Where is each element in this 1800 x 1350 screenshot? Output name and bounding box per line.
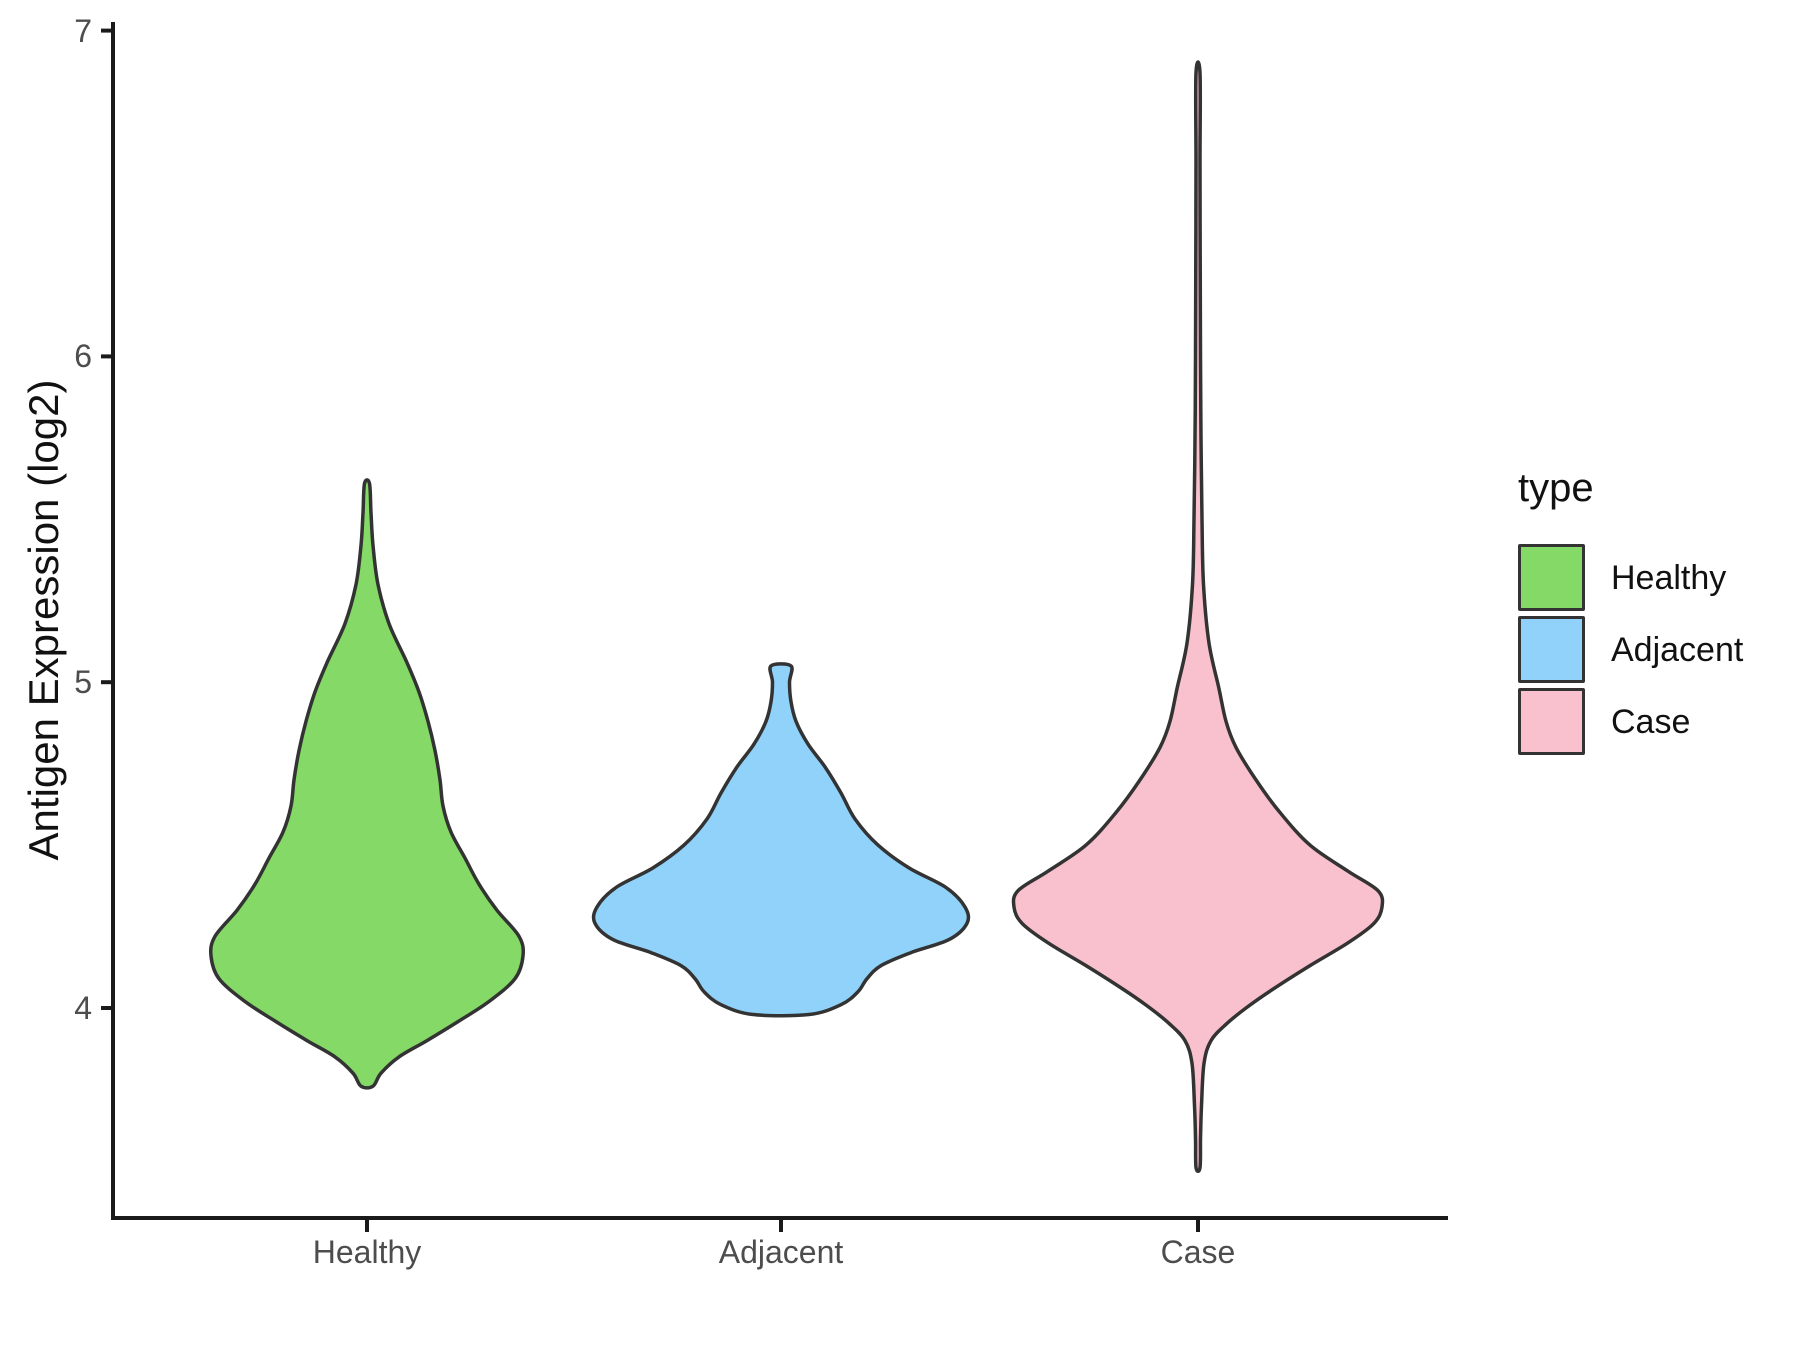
y-axis-title: Antigen Expression (log2) [20,379,67,861]
x-category-label-healthy: Healthy [312,1234,422,1270]
y-tick-label-6: 6 [74,338,92,375]
legend-item-case: Case [1518,688,1788,755]
x-category-label-adjacent: Adjacent [718,1234,844,1270]
legend-label-adjacent: Adjacent [1611,630,1744,669]
legend-label-case: Case [1611,702,1691,741]
legend-items: Healthy Adjacent Case [1518,544,1788,755]
legend-item-healthy: Healthy [1518,544,1788,611]
y-tick-label-5: 5 [74,664,92,701]
violin-case [1011,60,1385,1174]
violin-healthy [208,478,526,1090]
y-tick-label-4: 4 [74,990,92,1026]
legend-swatch-adjacent [1518,616,1585,683]
legend-title: type [1518,466,1594,510]
legend-item-adjacent: Adjacent [1518,616,1788,683]
legend-swatch-case [1518,688,1585,755]
violin-adjacent [591,662,971,1018]
legend: type Healthy Adjacent Case [1518,464,1788,760]
legend-swatch-healthy [1518,544,1585,611]
x-category-label-case: Case [1160,1234,1236,1270]
y-tick-label-7: 7 [74,12,92,49]
legend-label-healthy: Healthy [1611,558,1727,597]
